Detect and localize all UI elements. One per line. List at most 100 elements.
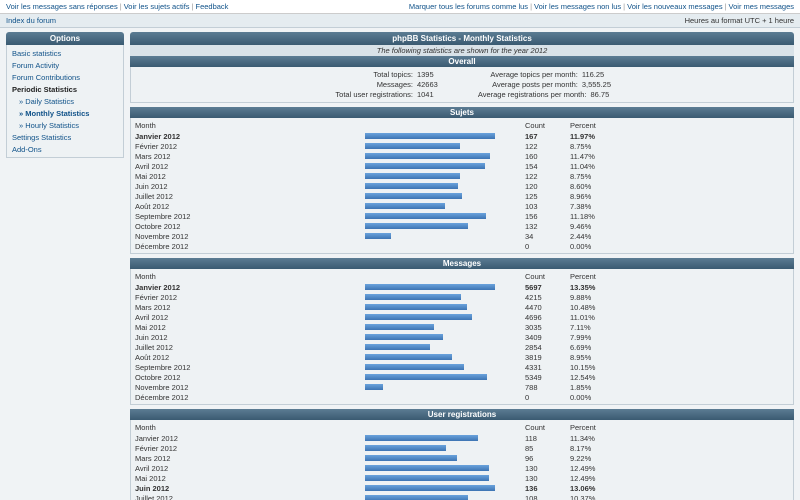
cell-bar [361,382,521,392]
nav-link[interactable]: Voir mes messages [729,2,794,11]
cell-percent: 12.49% [566,473,793,483]
nav-link[interactable]: Voir les messages sans réponses [6,2,118,11]
col-header: Count [521,422,566,433]
table-row: Juillet 201210810.37% [131,493,793,500]
bar [365,183,458,189]
cell-count: 85 [521,443,566,453]
nav-link[interactable]: Voir les sujets actifs [124,2,190,11]
bar [365,193,462,199]
sidebar-list: Basic statisticsForum ActivityForum Cont… [7,47,123,155]
nav-link[interactable]: Voir les messages non lus [534,2,621,11]
table-row: Novembre 20127881.85% [131,382,793,392]
table-row: Juillet 20121258.96% [131,191,793,201]
cell-percent: 9.22% [566,453,793,463]
cell-count: 5697 [521,282,566,292]
cell-month: Septembre 2012 [131,362,361,372]
bar [365,354,452,360]
col-header [361,120,521,131]
section-body: MonthCountPercentJanvier 201216711.97%Fé… [130,118,794,254]
overall-row: Average registrations per month:86.75 [478,90,611,99]
cell-month: Mars 2012 [131,453,361,463]
cell-bar [361,191,521,201]
cell-bar [361,221,521,231]
col-header: Month [131,120,361,131]
section-heading: Sujets [130,107,794,118]
cell-month: Juillet 2012 [131,493,361,500]
cell-bar [361,483,521,493]
bar [365,364,464,370]
cell-percent: 11.97% [566,131,793,141]
cell-bar [361,493,521,500]
nav-link[interactable]: Marquer tous les forums comme lus [409,2,528,11]
cell-count: 0 [521,241,566,251]
cell-month: Avril 2012 [131,463,361,473]
sidebar-item[interactable]: Add-Ons [7,143,123,155]
sidebar-item[interactable]: Forum Activity [7,59,123,71]
page-title: phpBB Statistics - Monthly Statistics [130,32,794,45]
cell-count: 3035 [521,322,566,332]
table-row: Février 20121228.75% [131,141,793,151]
cell-percent: 7.38% [566,201,793,211]
cell-count: 130 [521,473,566,483]
col-header: Percent [566,422,793,433]
table-row: Juin 201234097.99% [131,332,793,342]
bar [365,143,460,149]
table-row: Janvier 2012569713.35% [131,282,793,292]
cell-bar [361,282,521,292]
overall-row: Total user registrations:1041 [313,90,438,99]
bar [365,223,468,229]
bar [365,495,468,500]
overall-value: 3,555.25 [582,80,611,89]
cell-month: Juillet 2012 [131,342,361,352]
cell-count: 125 [521,191,566,201]
cell-percent: 9.88% [566,292,793,302]
cell-count: 167 [521,131,566,141]
cell-month: Mai 2012 [131,171,361,181]
top-nav-left: Voir les messages sans réponses|Voir les… [6,2,228,11]
table-row: Mai 201213012.49% [131,473,793,483]
bar [365,294,461,300]
top-nav-bar: Voir les messages sans réponses|Voir les… [0,0,800,14]
bar [365,133,495,139]
cell-count: 0 [521,392,566,402]
sections-container: SujetsMonthCountPercentJanvier 201216711… [130,107,794,500]
cell-count: 96 [521,453,566,463]
stats-table: MonthCountPercentJanvier 201211811.34%Fé… [131,422,793,500]
sidebar-item[interactable]: » Monthly Statistics [7,107,123,119]
cell-month: Août 2012 [131,352,361,362]
breadcrumb-index[interactable]: Index du forum [6,16,56,25]
bar [365,163,485,169]
cell-percent: 1.85% [566,382,793,392]
sidebar-item: Periodic Statistics [7,83,123,95]
nav-link[interactable]: Voir les nouveaux messages [627,2,722,11]
sidebar-item[interactable]: » Hourly Statistics [7,119,123,131]
table-row: Septembre 2012433110.15% [131,362,793,372]
table-row: Janvier 201211811.34% [131,433,793,443]
cell-percent: 0.00% [566,392,793,402]
cell-month: Décembre 2012 [131,392,361,402]
cell-bar [361,241,521,251]
sidebar-item[interactable]: Settings Statistics [7,131,123,143]
table-row: Mars 201216011.47% [131,151,793,161]
cell-percent: 10.37% [566,493,793,500]
nav-link[interactable]: Feedback [196,2,229,11]
cell-count: 4331 [521,362,566,372]
overall-row: Messages:42663 [313,80,438,89]
cell-count: 154 [521,161,566,171]
cell-count: 3819 [521,352,566,362]
cell-percent: 2.44% [566,231,793,241]
cell-count: 122 [521,141,566,151]
cell-count: 4470 [521,302,566,312]
sidebar-item[interactable]: Basic statistics [7,47,123,59]
cell-count: 118 [521,433,566,443]
nav-separator: | [623,2,625,11]
bar [365,344,430,350]
col-header [361,422,521,433]
breadcrumb-bar: Index du forum Heures au format UTC + 1 … [0,14,800,28]
sidebar-item[interactable]: Forum Contributions [7,71,123,83]
cell-bar [361,161,521,171]
bar [365,475,489,481]
cell-month: Mars 2012 [131,151,361,161]
sidebar-item[interactable]: » Daily Statistics [7,95,123,107]
cell-percent: 11.47% [566,151,793,161]
